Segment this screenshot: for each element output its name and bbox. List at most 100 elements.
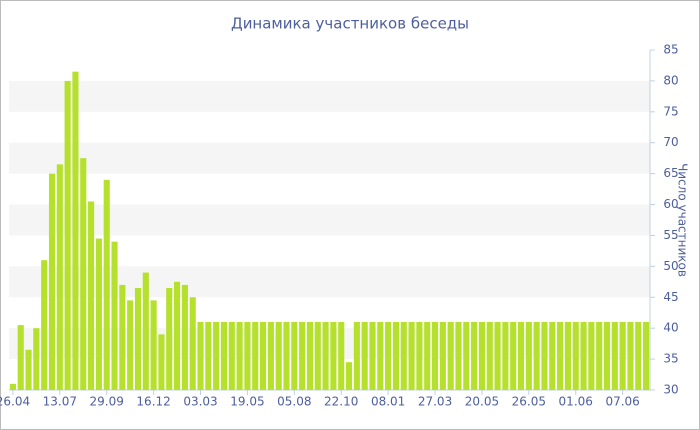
bar <box>291 322 298 390</box>
x-tick-label: 07.06 <box>605 395 639 409</box>
bar <box>314 322 321 390</box>
bar <box>564 322 571 390</box>
bar <box>478 322 485 390</box>
bar <box>471 322 478 390</box>
bar <box>463 322 470 390</box>
bar <box>127 300 134 390</box>
grid-band <box>9 204 650 236</box>
bar <box>361 322 368 390</box>
x-tick-label: 22.10 <box>324 395 358 409</box>
bar <box>416 322 423 390</box>
bar <box>95 238 102 390</box>
bar <box>541 322 548 390</box>
bar <box>596 322 603 390</box>
bar <box>158 334 165 390</box>
bar <box>134 288 142 390</box>
y-tick-label: 50 <box>663 259 678 273</box>
y-tick-label: 75 <box>663 104 678 118</box>
x-tick-label: 20.05 <box>465 395 499 409</box>
grid-band <box>9 80 650 112</box>
bar <box>486 322 493 390</box>
bar <box>72 71 79 391</box>
y-tick-label: 30 <box>663 383 678 397</box>
bar <box>244 322 251 390</box>
bar <box>166 288 173 390</box>
bar <box>56 164 63 390</box>
bar <box>33 328 40 390</box>
bar <box>627 322 634 390</box>
bar <box>80 158 87 390</box>
bar <box>299 322 306 390</box>
bar <box>236 322 243 390</box>
bar <box>525 322 532 390</box>
bar <box>353 322 360 390</box>
bar <box>150 300 157 390</box>
x-tick-label: 26.04 <box>0 395 30 409</box>
x-tick-label: 08.01 <box>371 395 405 409</box>
y-tick-label: 85 <box>663 43 678 57</box>
y-tick-label: 65 <box>663 166 678 180</box>
bar <box>174 281 181 390</box>
bar <box>439 322 446 390</box>
bar <box>510 322 517 390</box>
bar <box>549 322 556 390</box>
bar <box>189 297 196 390</box>
bar <box>517 322 525 390</box>
bar <box>25 349 32 390</box>
bar <box>345 362 353 390</box>
bar <box>533 322 540 390</box>
bar <box>9 383 16 390</box>
bar <box>142 272 149 390</box>
bar <box>17 325 24 390</box>
x-tick-label: 19.05 <box>230 395 264 409</box>
bar <box>392 322 399 390</box>
bar <box>103 179 110 390</box>
y-tick-label: 70 <box>663 135 678 149</box>
y-tick-label: 40 <box>663 321 678 335</box>
y-axis-title: Число участников <box>676 163 690 277</box>
bar <box>635 322 642 390</box>
chart-title: Динамика участников беседы <box>231 15 469 33</box>
bar <box>369 322 376 390</box>
bar <box>643 322 650 390</box>
bar <box>205 322 212 390</box>
bar <box>48 173 56 390</box>
x-tick-label: 13.07 <box>43 395 77 409</box>
bar <box>306 322 314 390</box>
bar <box>494 322 501 390</box>
x-tick-label: 03.03 <box>183 395 217 409</box>
x-tick-label: 01.06 <box>559 395 593 409</box>
bar <box>580 322 587 390</box>
bar <box>275 322 282 390</box>
bar <box>338 322 345 390</box>
bar <box>119 284 126 390</box>
bar <box>260 322 267 390</box>
bar <box>588 322 595 390</box>
bar <box>447 322 454 390</box>
bar <box>197 322 204 390</box>
bar <box>252 322 259 390</box>
bar <box>572 322 579 390</box>
y-tick-label: 60 <box>663 197 678 211</box>
bar <box>330 322 337 390</box>
bar <box>213 322 220 390</box>
bar <box>220 322 228 390</box>
bar <box>424 322 431 390</box>
x-tick-label: 05.08 <box>277 395 311 409</box>
y-tick-label: 45 <box>663 290 678 304</box>
bar <box>408 322 415 390</box>
bar <box>502 322 509 390</box>
bar <box>455 322 462 390</box>
grid-band <box>9 142 650 174</box>
bar <box>283 322 290 390</box>
y-tick-label: 55 <box>663 228 678 242</box>
bar <box>267 322 274 390</box>
y-tick-label: 80 <box>663 73 678 87</box>
bar <box>377 322 384 390</box>
bar <box>431 322 439 390</box>
bar <box>611 322 618 390</box>
bar <box>557 322 564 390</box>
x-tick-label: 16.12 <box>136 395 170 409</box>
bar <box>111 241 118 390</box>
